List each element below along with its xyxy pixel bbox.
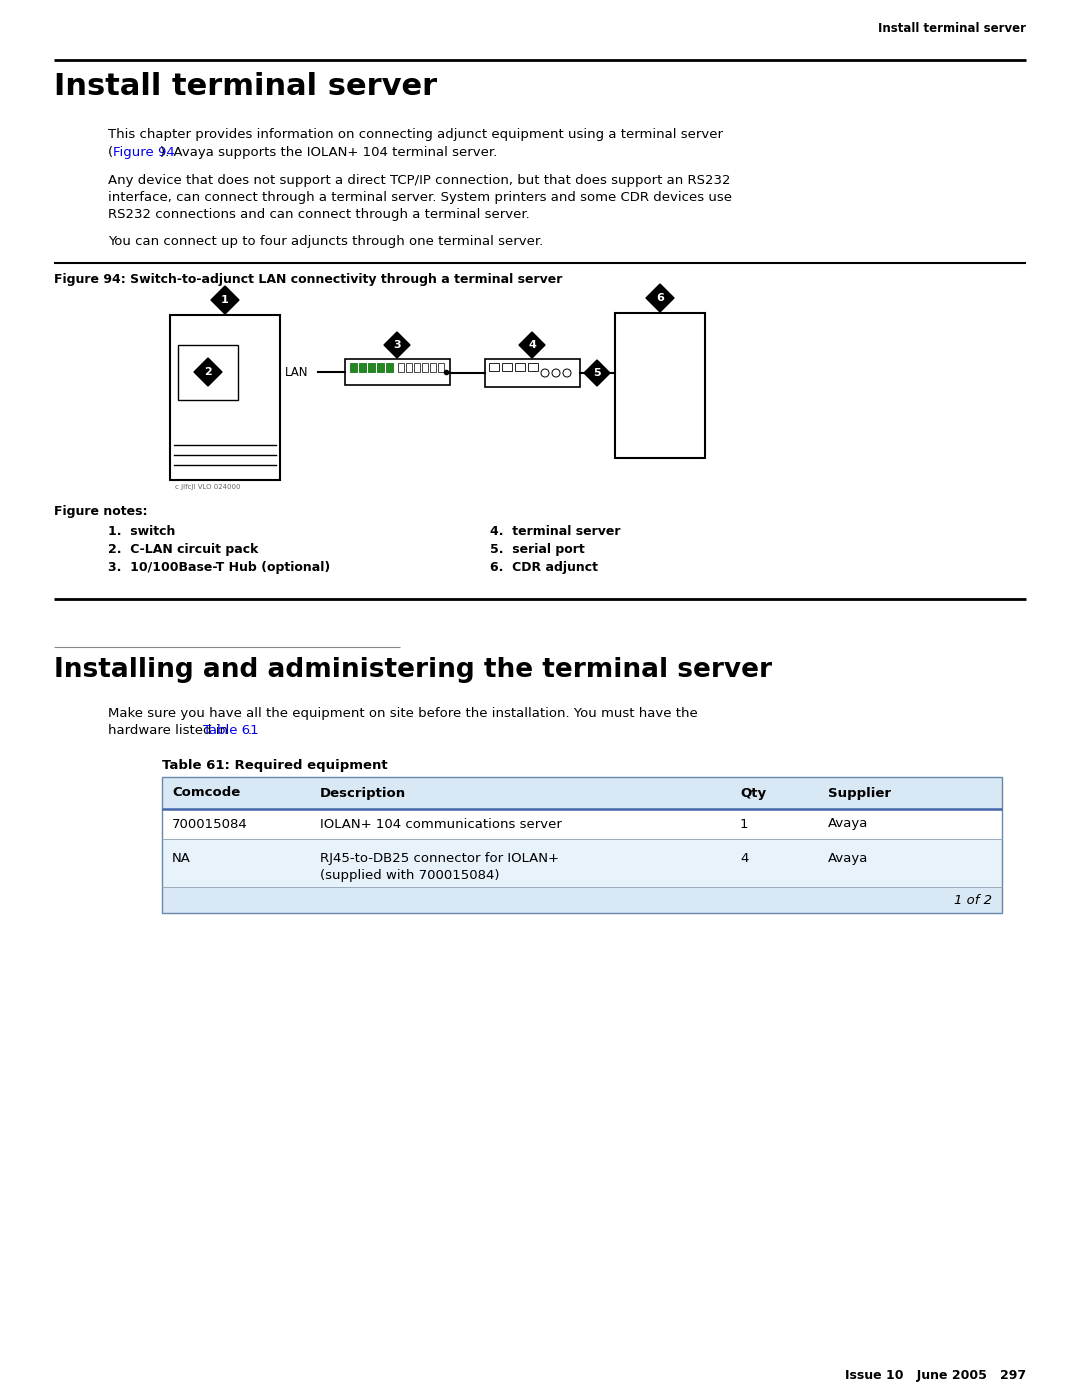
Text: 5: 5	[593, 367, 600, 379]
Bar	[162, 840, 1002, 887]
Bar	[406, 363, 411, 372]
Text: (: (	[108, 147, 113, 159]
Text: 700015084: 700015084	[172, 817, 247, 830]
Bar	[377, 363, 384, 372]
Text: Make sure you have all the equipment on site before the installation. You must h: Make sure you have all the equipment on …	[108, 707, 698, 719]
Bar	[515, 363, 525, 372]
Text: c JIfcJI VLO 024000: c JIfcJI VLO 024000	[175, 483, 241, 490]
Text: Issue 10   June 2005   297: Issue 10 June 2005 297	[845, 1369, 1026, 1382]
Bar	[162, 777, 1002, 809]
Text: Qty: Qty	[740, 787, 766, 799]
Text: RS232 connections and can connect through a terminal server.: RS232 connections and can connect throug…	[108, 208, 530, 221]
Text: 6: 6	[656, 293, 664, 303]
Bar	[489, 363, 499, 372]
Bar	[178, 345, 238, 400]
Text: 3.  10/100Base-T Hub (optional): 3. 10/100Base-T Hub (optional)	[108, 562, 330, 574]
Text: 2: 2	[204, 367, 212, 377]
Polygon shape	[519, 332, 545, 358]
Text: IOLAN+ 104 communications server: IOLAN+ 104 communications server	[320, 817, 562, 830]
Polygon shape	[584, 360, 610, 386]
Polygon shape	[384, 332, 410, 358]
Bar	[162, 777, 1002, 914]
Text: Avaya: Avaya	[828, 817, 868, 830]
Bar	[386, 363, 393, 372]
Text: Figure 94: Switch-to-adjunct LAN connectivity through a terminal server: Figure 94: Switch-to-adjunct LAN connect…	[54, 272, 563, 286]
Text: 5.  serial port: 5. serial port	[490, 543, 584, 556]
Bar	[162, 887, 1002, 914]
Text: This chapter provides information on connecting adjunct equipment using a termin: This chapter provides information on con…	[108, 129, 723, 141]
Bar	[422, 363, 428, 372]
Text: .: .	[248, 724, 252, 738]
Circle shape	[552, 369, 561, 377]
Polygon shape	[646, 284, 674, 312]
Bar	[350, 363, 357, 372]
Text: 1.  switch: 1. switch	[108, 525, 175, 538]
Text: 4: 4	[528, 339, 536, 351]
Bar	[162, 809, 1002, 840]
Text: Description: Description	[320, 787, 406, 799]
Bar	[615, 313, 705, 458]
Text: 1: 1	[221, 295, 229, 305]
Text: 2.  C-LAN circuit pack: 2. C-LAN circuit pack	[108, 543, 258, 556]
Bar	[438, 363, 444, 372]
Text: Install terminal server: Install terminal server	[54, 73, 437, 101]
Text: NA: NA	[172, 852, 191, 865]
Polygon shape	[211, 286, 239, 314]
Bar	[430, 363, 436, 372]
Text: Table 61: Required equipment: Table 61: Required equipment	[162, 759, 388, 773]
Text: 6.  CDR adjunct: 6. CDR adjunct	[490, 562, 598, 574]
Circle shape	[541, 369, 549, 377]
Text: Avaya: Avaya	[828, 852, 868, 865]
Text: Install terminal server: Install terminal server	[878, 22, 1026, 35]
Text: Installing and administering the terminal server: Installing and administering the termina…	[54, 657, 772, 683]
Bar	[502, 363, 512, 372]
Bar	[359, 363, 366, 372]
Polygon shape	[194, 358, 222, 386]
Bar	[399, 363, 404, 372]
Text: interface, can connect through a terminal server. System printers and some CDR d: interface, can connect through a termina…	[108, 191, 732, 204]
Bar	[345, 359, 450, 386]
Text: hardware listed in: hardware listed in	[108, 724, 232, 738]
Circle shape	[563, 369, 571, 377]
Text: (supplied with 700015084): (supplied with 700015084)	[320, 869, 499, 882]
Text: LAN: LAN	[285, 366, 309, 379]
Text: Any device that does not support a direct TCP/IP connection, but that does suppo: Any device that does not support a direc…	[108, 175, 730, 187]
Text: ). Avaya supports the IOLAN+ 104 terminal server.: ). Avaya supports the IOLAN+ 104 termina…	[160, 147, 497, 159]
Text: RJ45-to-DB25 connector for IOLAN+: RJ45-to-DB25 connector for IOLAN+	[320, 852, 559, 865]
Bar	[414, 363, 420, 372]
Text: Figure notes:: Figure notes:	[54, 504, 148, 518]
Bar	[528, 363, 538, 372]
Bar	[368, 363, 375, 372]
Text: Table 61: Table 61	[203, 724, 258, 738]
Bar	[485, 359, 580, 387]
Text: Supplier: Supplier	[828, 787, 891, 799]
Text: 1: 1	[740, 817, 748, 830]
Text: 1 of 2: 1 of 2	[954, 894, 993, 907]
Text: 4: 4	[740, 852, 748, 865]
Text: 4.  terminal server: 4. terminal server	[490, 525, 621, 538]
Text: Figure 94: Figure 94	[113, 147, 175, 159]
Bar	[170, 314, 280, 481]
Text: 3: 3	[393, 339, 401, 351]
Text: You can connect up to four adjuncts through one terminal server.: You can connect up to four adjuncts thro…	[108, 235, 543, 249]
Text: Comcode: Comcode	[172, 787, 240, 799]
